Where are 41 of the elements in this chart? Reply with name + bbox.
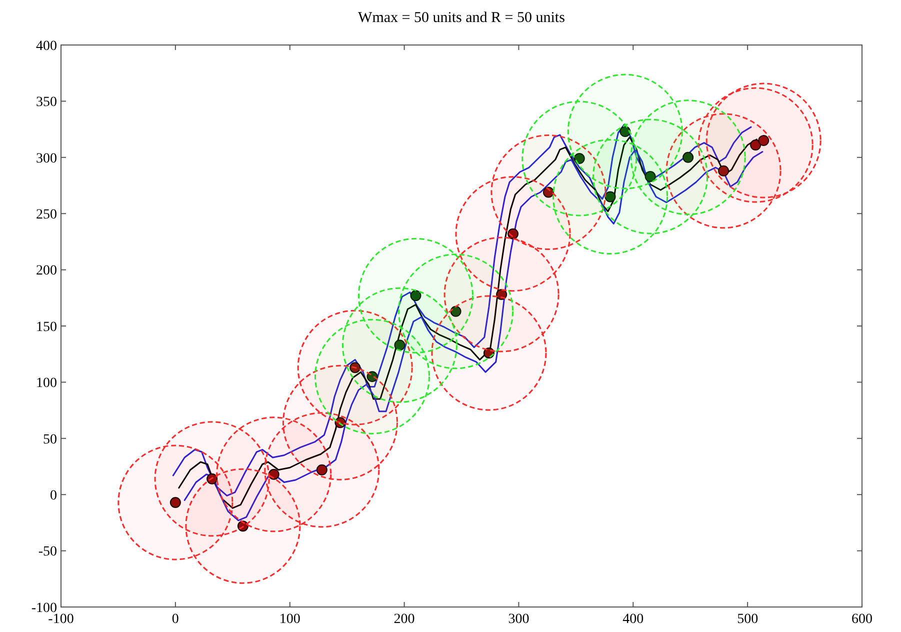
- point: [483, 347, 494, 358]
- x-tick-label: 500: [737, 612, 758, 627]
- x-tick-label: 600: [852, 612, 872, 627]
- x-tick-label: 400: [622, 612, 644, 627]
- x-tick-label: 0: [172, 612, 179, 627]
- y-tick-label: 150: [36, 320, 57, 335]
- y-tick-label: 350: [36, 95, 57, 110]
- point: [394, 340, 406, 351]
- x-tick-label: 100: [279, 612, 300, 627]
- point: [450, 306, 462, 317]
- y-tick-label: 100: [36, 376, 57, 392]
- point: [750, 140, 762, 151]
- point: [644, 171, 656, 182]
- x-tick-label: 300: [508, 612, 530, 627]
- y-tick-label: 300: [36, 151, 57, 166]
- y-tick-label: 0: [50, 488, 57, 504]
- point: [316, 464, 328, 476]
- chart-title: Wmax = 50 units and R = 50 units: [358, 10, 566, 26]
- point: [682, 152, 694, 163]
- point: [604, 191, 616, 202]
- point: [542, 186, 554, 198]
- y-tick-label: 200: [36, 264, 57, 279]
- point: [206, 473, 218, 484]
- point: [366, 371, 378, 382]
- point: [574, 153, 585, 164]
- point: [758, 135, 770, 146]
- point: [718, 165, 730, 176]
- point: [350, 362, 361, 374]
- point: [170, 496, 181, 508]
- point: [334, 417, 346, 428]
- y-tick-label: -50: [38, 544, 57, 560]
- point: [507, 228, 518, 240]
- y-tick-label: 400: [36, 38, 57, 54]
- point: [620, 126, 631, 138]
- y-tick-label: 250: [36, 208, 57, 222]
- point: [496, 289, 508, 300]
- x-tick-label: 200: [394, 612, 415, 627]
- point: [268, 468, 280, 480]
- y-tick-label: 50: [43, 432, 57, 448]
- point: [237, 520, 248, 532]
- point: [410, 290, 422, 302]
